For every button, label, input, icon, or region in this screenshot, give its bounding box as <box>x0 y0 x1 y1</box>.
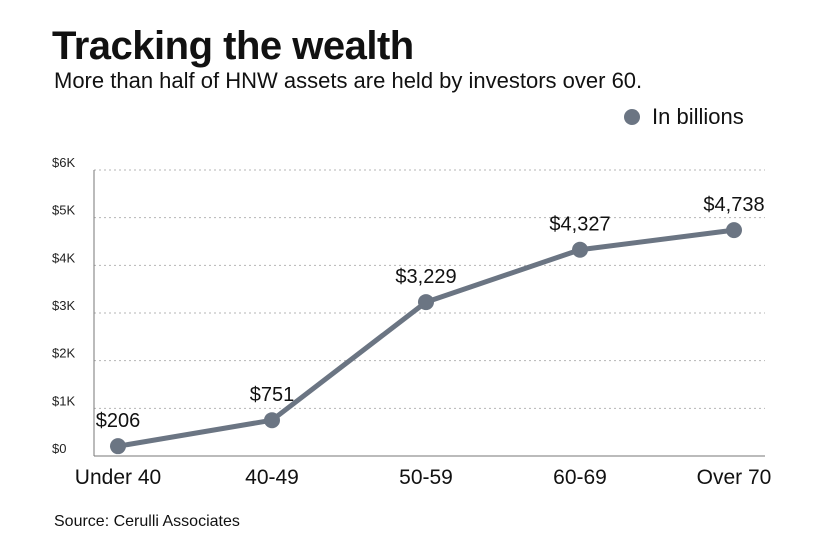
y-tick-label: $3K <box>52 298 75 313</box>
data-label: $206 <box>96 410 141 432</box>
x-tick-label: 40-49 <box>245 466 299 489</box>
data-point <box>110 438 126 455</box>
y-tick-label: $0 <box>52 441 66 456</box>
data-point <box>572 241 588 258</box>
legend-marker <box>624 109 640 125</box>
y-tick-label: $5K <box>52 203 75 218</box>
chart-title: Tracking the wealth <box>52 24 414 68</box>
y-tick-label: $6K <box>52 155 75 170</box>
x-tick-label: Over 70 <box>697 466 772 489</box>
data-point <box>264 412 280 429</box>
legend: In billions <box>624 104 744 130</box>
y-tick-label: $4K <box>52 250 75 265</box>
y-tick-label: $2K <box>52 346 75 361</box>
legend-label: In billions <box>652 104 744 129</box>
x-tick-label: Under 40 <box>75 466 161 489</box>
data-label: $4,738 <box>703 194 764 216</box>
data-label: $751 <box>250 384 295 406</box>
data-label: $4,327 <box>549 214 610 236</box>
chart-subtitle: More than half of HNW assets are held by… <box>54 68 643 93</box>
data-label: $3,229 <box>395 266 456 288</box>
source-note: Source: Cerulli Associates <box>54 513 240 530</box>
x-tick-label: 50-59 <box>399 466 453 489</box>
series-line <box>115 227 737 449</box>
data-point <box>418 294 434 311</box>
data-point <box>726 222 742 239</box>
x-tick-label: 60-69 <box>553 466 607 489</box>
y-tick-label: $1K <box>52 393 75 408</box>
